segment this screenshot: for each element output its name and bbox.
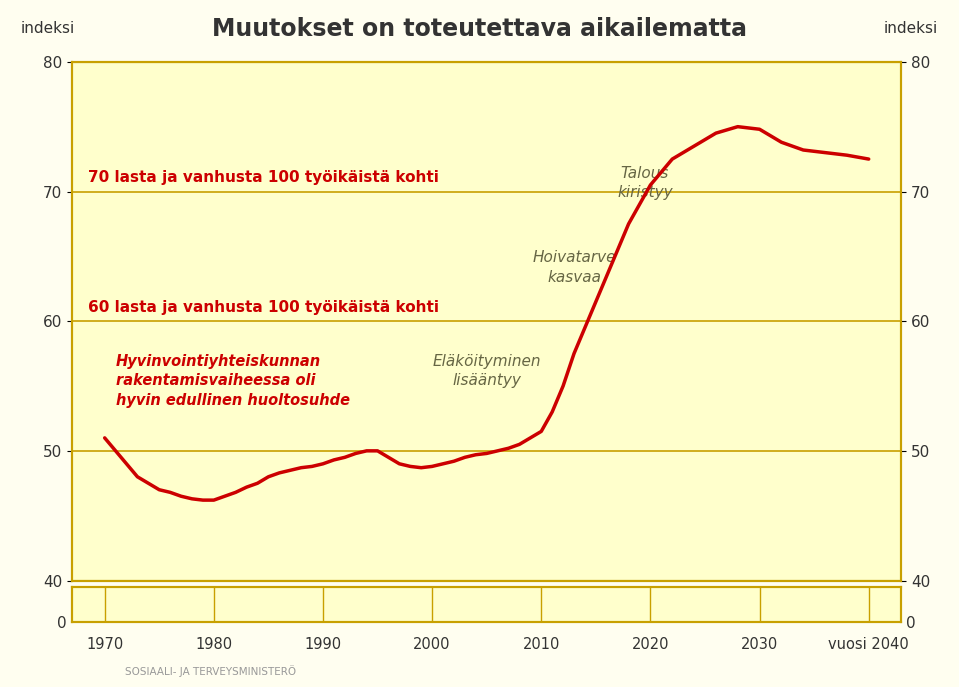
Text: vuosi 2040: vuosi 2040 [829,637,909,652]
Text: 1980: 1980 [196,637,232,652]
Text: Hyvinvointiyhteiskunnan
rakentamisvaiheessa oli
hyvin edullinen huoltosuhde: Hyvinvointiyhteiskunnan rakentamisvaihee… [116,354,350,408]
Text: indeksi: indeksi [883,21,938,36]
Text: 70 lasta ja vanhusta 100 työikäistä kohti: 70 lasta ja vanhusta 100 työikäistä koht… [88,170,439,185]
Text: 1990: 1990 [304,637,341,652]
Text: 2020: 2020 [632,637,669,652]
Text: Eläköityminen
lisääntyy: Eläköityminen lisääntyy [433,354,541,388]
Text: 2000: 2000 [413,637,451,652]
Text: SOSIAALI- JA TERVEYSMINISTERÖ: SOSIAALI- JA TERVEYSMINISTERÖ [125,665,295,677]
Text: 1970: 1970 [86,637,124,652]
Text: indeksi: indeksi [21,21,76,36]
Text: Talous
kiristyy: Talous kiristyy [618,166,673,201]
Text: 2030: 2030 [741,637,778,652]
Text: Muutokset on toteutettava aikailematta: Muutokset on toteutettava aikailematta [212,17,747,41]
Text: Hoivatarve
kasvaa: Hoivatarve kasvaa [532,250,616,284]
Text: 60 lasta ja vanhusta 100 työikäistä kohti: 60 lasta ja vanhusta 100 työikäistä koht… [88,300,439,315]
Text: 2010: 2010 [523,637,560,652]
